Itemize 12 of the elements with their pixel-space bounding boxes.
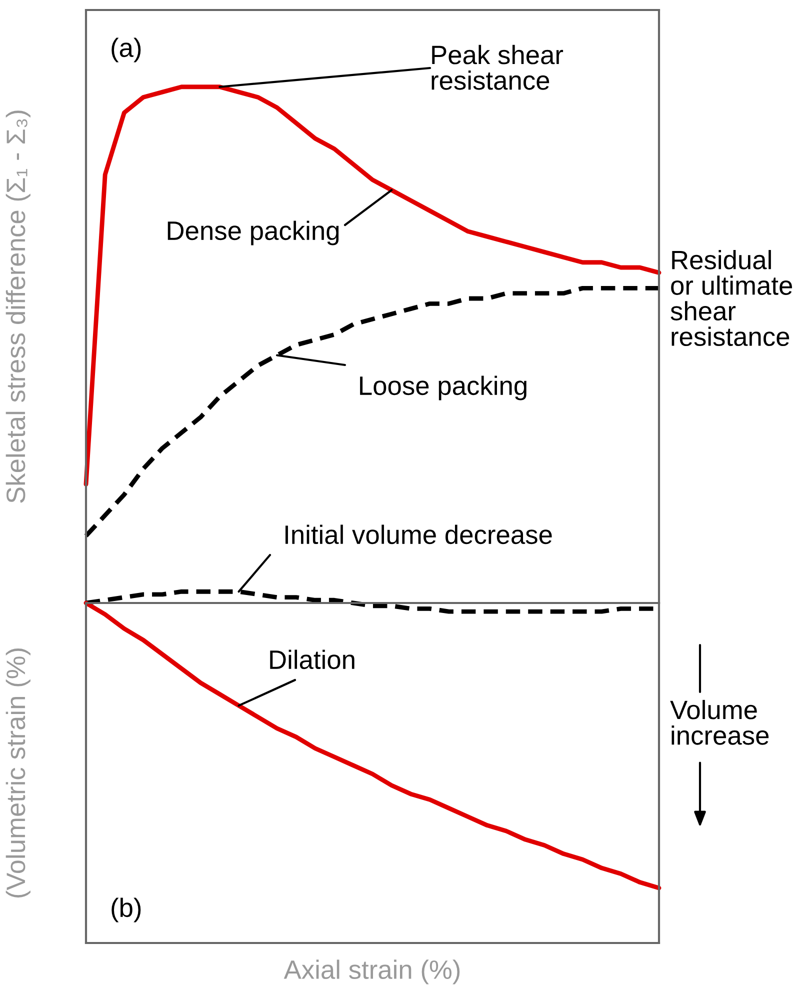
series-label: Dilation [270,650,354,670]
y-axis-title: (Volumetric strain (%) [6,648,30,898]
text: Residual or ultimate shear resistance [670,250,792,346]
text: Initial volume decrease [286,524,552,544]
text: (a) [112,38,141,62]
series-label: Loose packing [360,376,526,400]
text: Dense packing [168,220,339,246]
y-axis-title: Skeletal stress difference (Σ₁ - Σ₃) [6,110,30,503]
x-axis-title: Axial strain (%) [284,960,460,984]
text: (b) [112,898,141,922]
text: Volume increase [670,700,769,745]
annotation: Peak shear resistance [432,44,564,90]
